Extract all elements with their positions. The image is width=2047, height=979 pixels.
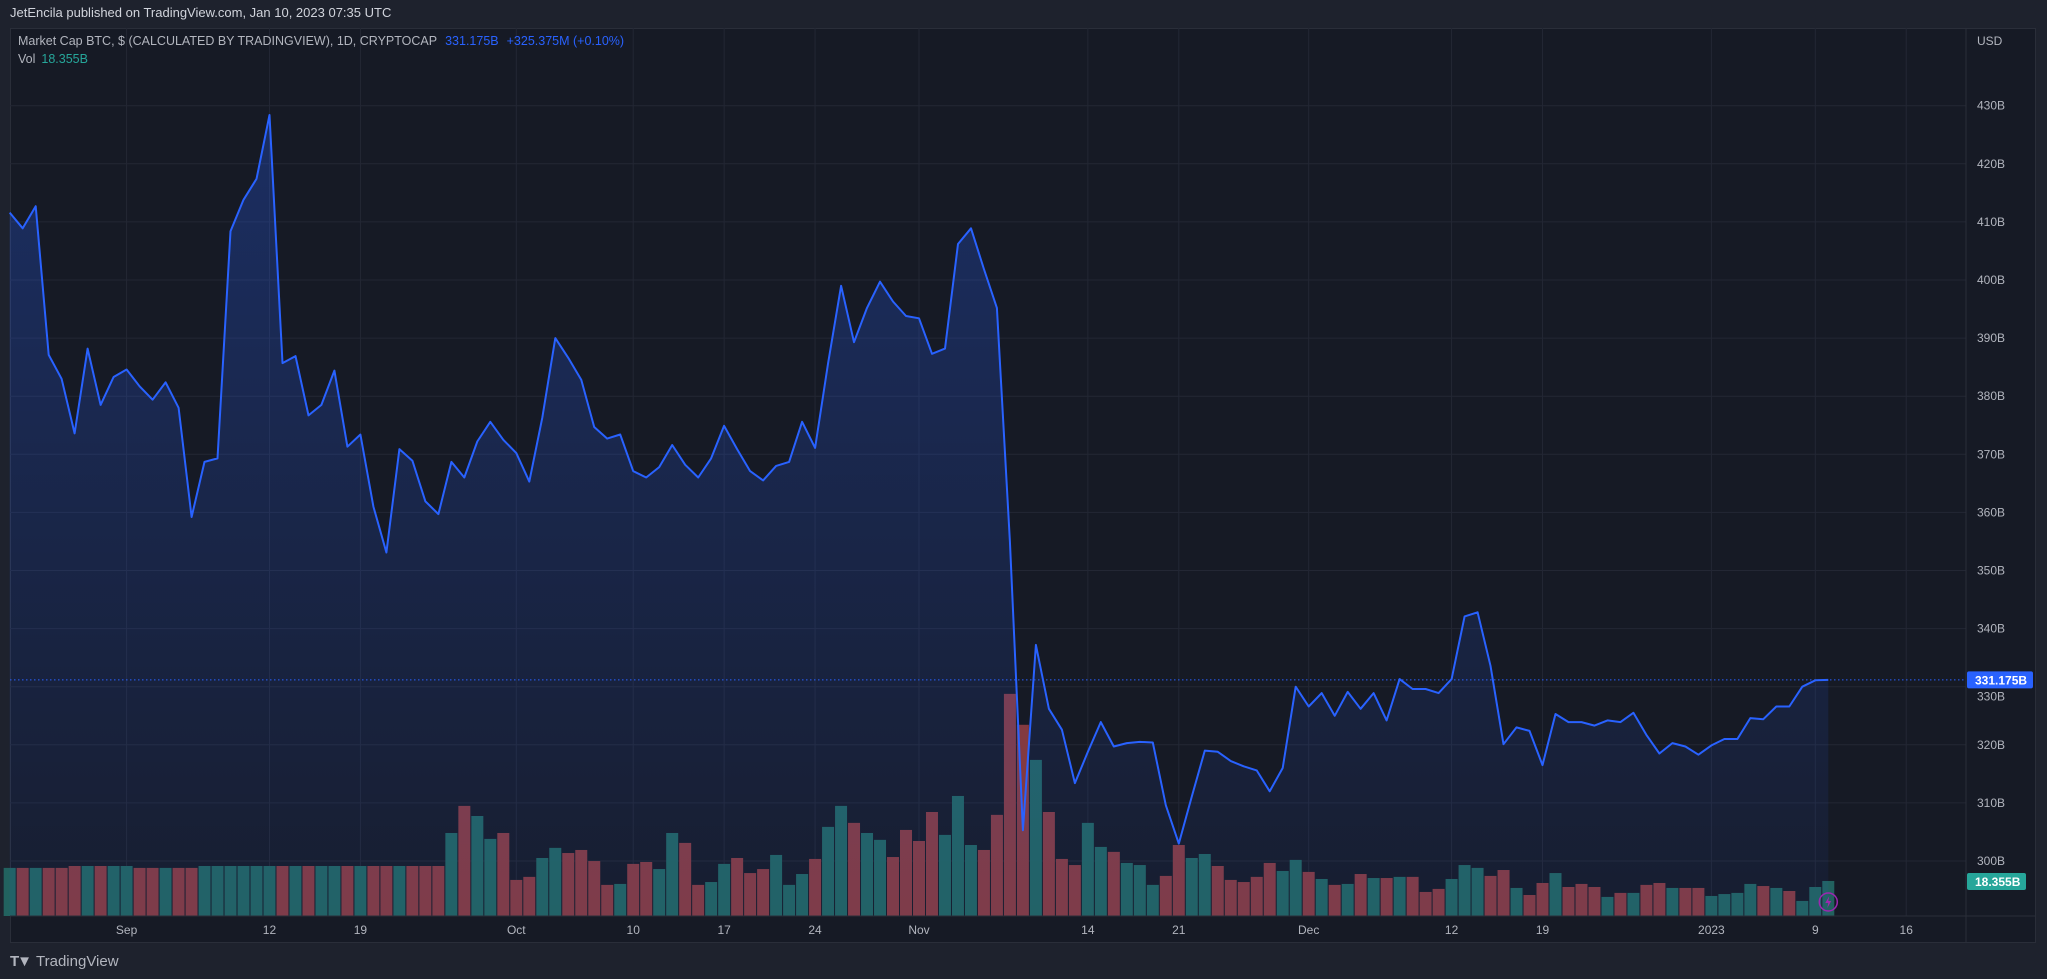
- time-tick-label: 16: [1900, 923, 1914, 937]
- last-price-badge: 331.175B: [1967, 671, 2033, 689]
- time-tick-label: 19: [1536, 923, 1550, 937]
- time-axis: Sep 12 19 Oct 10 17 24 Nov 14 21 Dec 12 19 2023 9 16: [116, 923, 1913, 937]
- price-area-fill: [9, 115, 1829, 916]
- price-tick-label: 390B: [1977, 331, 2005, 345]
- publish-info: JetEncila published on TradingView.com, …: [10, 5, 392, 20]
- time-tick-label: 19: [354, 923, 368, 937]
- price-tick-label: 320B: [1977, 738, 2005, 752]
- tradingview-logo-text: TradingView: [36, 953, 119, 970]
- legend-change: +325.375M (+0.10%): [506, 34, 625, 48]
- time-tick-label: 24: [808, 923, 822, 937]
- time-tick-label: 9: [1812, 923, 1819, 937]
- time-tick-label: Oct: [507, 923, 526, 937]
- svg-text:331.175B: 331.175B: [1975, 673, 2027, 687]
- price-tick-label: 360B: [1977, 505, 2005, 519]
- price-tick-label: 380B: [1977, 389, 2005, 403]
- time-tick-label: 14: [1081, 923, 1095, 937]
- price-tick-label: 330B: [1977, 689, 2005, 703]
- price-tick-label: 410B: [1977, 215, 2005, 229]
- price-axis: 430B 420B 410B 400B 390B 380B 370B 360B 350B 340B…: [1977, 99, 2005, 868]
- time-tick-label: Sep: [116, 923, 138, 937]
- legend-vol-label: Vol: [18, 52, 36, 66]
- time-tick-label: 2023: [1698, 923, 1725, 937]
- legend-volume: Vol 18.355B: [18, 52, 88, 66]
- tradingview-logo[interactable]: T▼ TradingView: [10, 953, 119, 970]
- time-tick-label: Nov: [908, 923, 929, 937]
- legend-main: Market Cap BTC, $ (CALCULATED BY TRADING…: [18, 34, 624, 48]
- time-tick-label: 10: [627, 923, 641, 937]
- time-tick-label: Dec: [1298, 923, 1319, 937]
- price-tick-label: 370B: [1977, 447, 2005, 461]
- time-tick-label: 17: [717, 923, 731, 937]
- svg-text:18.355B: 18.355B: [1975, 875, 2021, 889]
- lightning-icon[interactable]: [1818, 892, 1839, 912]
- tradingview-logo-icon: T▼: [10, 953, 32, 970]
- price-tick-label: 310B: [1977, 796, 2005, 810]
- time-tick-label: 21: [1172, 923, 1186, 937]
- price-tick-label: 300B: [1977, 854, 2005, 868]
- time-tick-label: 12: [263, 923, 277, 937]
- currency-label: USD: [1977, 34, 2003, 48]
- price-tick-label: 350B: [1977, 564, 2005, 578]
- legend-last: 331.175B: [445, 34, 499, 48]
- last-volume-badge: 18.355B: [1967, 873, 2026, 890]
- price-tick-label: 340B: [1977, 622, 2005, 636]
- time-tick-label: 12: [1445, 923, 1459, 937]
- price-tick-label: 430B: [1977, 99, 2005, 113]
- legend-symbol: Market Cap BTC, $ (CALCULATED BY TRADING…: [18, 34, 438, 48]
- legend-vol-value: 18.355B: [41, 52, 88, 66]
- price-line: [8, 114, 1829, 845]
- price-tick-label: 400B: [1977, 273, 2005, 287]
- price-tick-label: 420B: [1977, 157, 2005, 171]
